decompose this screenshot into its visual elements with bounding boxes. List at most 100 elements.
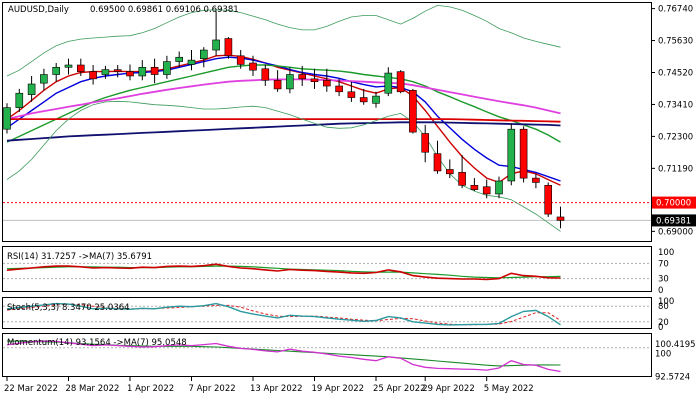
rsi-panel-frame	[2, 246, 652, 292]
rsi-tick-label: 70	[658, 259, 669, 269]
rsi-panel	[3, 262, 651, 281]
candle-bear	[532, 177, 540, 183]
ma_violet-line	[6, 78, 561, 120]
ma_navy-line	[6, 121, 561, 142]
ma_red-line	[6, 54, 561, 186]
candle-bull	[187, 59, 196, 65]
momentum-tick-label: 100	[655, 350, 671, 360]
date-tick-label: 7 Apr 2022	[189, 384, 236, 394]
momentum-line	[6, 340, 561, 373]
level-tag-label: 0.70000	[656, 199, 691, 209]
candle-bear	[347, 91, 356, 98]
momentum-tick-label: 92.5724	[655, 373, 690, 383]
rsi-tick-label: 30	[658, 275, 669, 285]
candle-bear	[482, 186, 491, 195]
momentum-tick-label: 100.4195	[655, 340, 696, 350]
candle-bear	[77, 64, 85, 72]
candle-bear	[359, 97, 368, 103]
candle-bear	[89, 71, 97, 80]
candle-bear	[396, 71, 405, 93]
stoch-tick-label: 0	[658, 323, 663, 333]
candle-bull	[200, 49, 208, 59]
price-tick-label: 0.69000	[658, 227, 693, 237]
date-tick-label: 1 Apr 2022	[127, 384, 174, 394]
price-tick-label: 0.71190	[658, 164, 693, 174]
candle-bear	[409, 90, 417, 133]
candle-bull	[507, 128, 516, 182]
momentum-panel-frame	[2, 333, 652, 377]
candle-bull	[372, 95, 380, 104]
candle-bull	[101, 69, 110, 75]
momentum-label: Momentum(14) 93.1564 ->MA(7) 95.0548	[7, 338, 187, 348]
candle-bear	[544, 185, 553, 215]
stoch-tick-label: 80	[658, 302, 669, 312]
level-tag	[652, 196, 696, 209]
candle-bear	[273, 79, 282, 90]
candle-bear	[445, 169, 454, 175]
candle-bear	[113, 69, 122, 72]
candle-bear	[298, 74, 307, 80]
candle-bull	[3, 107, 11, 130]
date-tick-label: 28 Mar 2022	[66, 384, 120, 394]
candle-bull	[138, 67, 147, 77]
stoch-tick-label: 20	[658, 318, 669, 328]
price-tick-label: 0.76740	[658, 5, 693, 15]
candle-bear	[470, 185, 479, 190]
candle-bear	[458, 172, 466, 186]
stoch-label: Stoch(5,3,3) 8.3470 25.0364	[7, 303, 130, 313]
bollinger_upper-line	[6, 4, 561, 77]
price-panel	[3, 4, 651, 232]
candle-bull	[15, 92, 24, 108]
ma_red_long-line	[7, 118, 561, 123]
price-tick-label: 0.75630	[658, 37, 693, 47]
candle-bear	[519, 128, 528, 179]
rsi-tick-label: 0	[658, 286, 663, 296]
stoch-panel	[3, 302, 651, 326]
date-tick-label: 5 May 2022	[484, 384, 534, 394]
price-tick-label: 0.73410	[658, 100, 693, 110]
candle-bear	[310, 78, 319, 83]
candle-bull	[163, 61, 171, 75]
stoch-k-line	[6, 302, 561, 326]
ma_blue-line	[6, 56, 561, 182]
rsi-line	[6, 263, 561, 281]
candle-bear	[556, 216, 565, 221]
candle-bull	[212, 39, 220, 51]
rsi-label: RSI(14) 31.7257 ->MA(7) 35.6791	[7, 252, 152, 262]
candle-bull	[40, 74, 48, 84]
symbol-timeframe-label: AUDUSD,Daily	[8, 5, 69, 15]
candle-bull	[64, 64, 73, 68]
candle-bull	[52, 67, 61, 75]
date-tick-label: 22 Mar 2022	[4, 384, 58, 394]
stoch-d-line	[6, 303, 561, 326]
current-price-tag-label: 0.69381	[656, 216, 691, 226]
price-tick-label: 0.74520	[658, 68, 693, 78]
candle-bull	[495, 180, 503, 195]
date-tick-label: 13 Apr 2022	[250, 384, 303, 394]
candle-bull	[286, 74, 294, 90]
bollinger_lower-line	[6, 100, 561, 232]
rsi-tick-label: 100	[658, 248, 674, 258]
current-price-tag	[652, 214, 696, 227]
momentum-panel	[3, 340, 651, 373]
candle-bull	[175, 56, 183, 62]
ma_green-line	[6, 64, 561, 143]
stoch-tick-label: 100	[658, 297, 674, 307]
date-tick-label: 19 Apr 2022	[312, 384, 365, 394]
candle-bear	[150, 67, 159, 75]
candle-bear	[335, 85, 343, 93]
ohlc-readout: 0.69500 0.69861 0.69106 0.69381	[90, 5, 239, 15]
date-tick-label: 25 Apr 2022	[373, 384, 426, 394]
price-tick-label: 0.72300	[658, 132, 693, 142]
candle-bear	[224, 38, 233, 57]
candle-bear	[322, 79, 331, 87]
candle-bear	[421, 133, 430, 153]
date-tick-label: 29 Apr 2022	[422, 384, 475, 394]
candle-bear	[433, 153, 442, 172]
candle-bull	[384, 72, 393, 94]
axes: 0.76740 0.75630 0.74520 0.73410 0.72300 0.711…	[4, 5, 696, 394]
candle-bear	[249, 62, 257, 71]
candle-bear	[236, 55, 245, 65]
